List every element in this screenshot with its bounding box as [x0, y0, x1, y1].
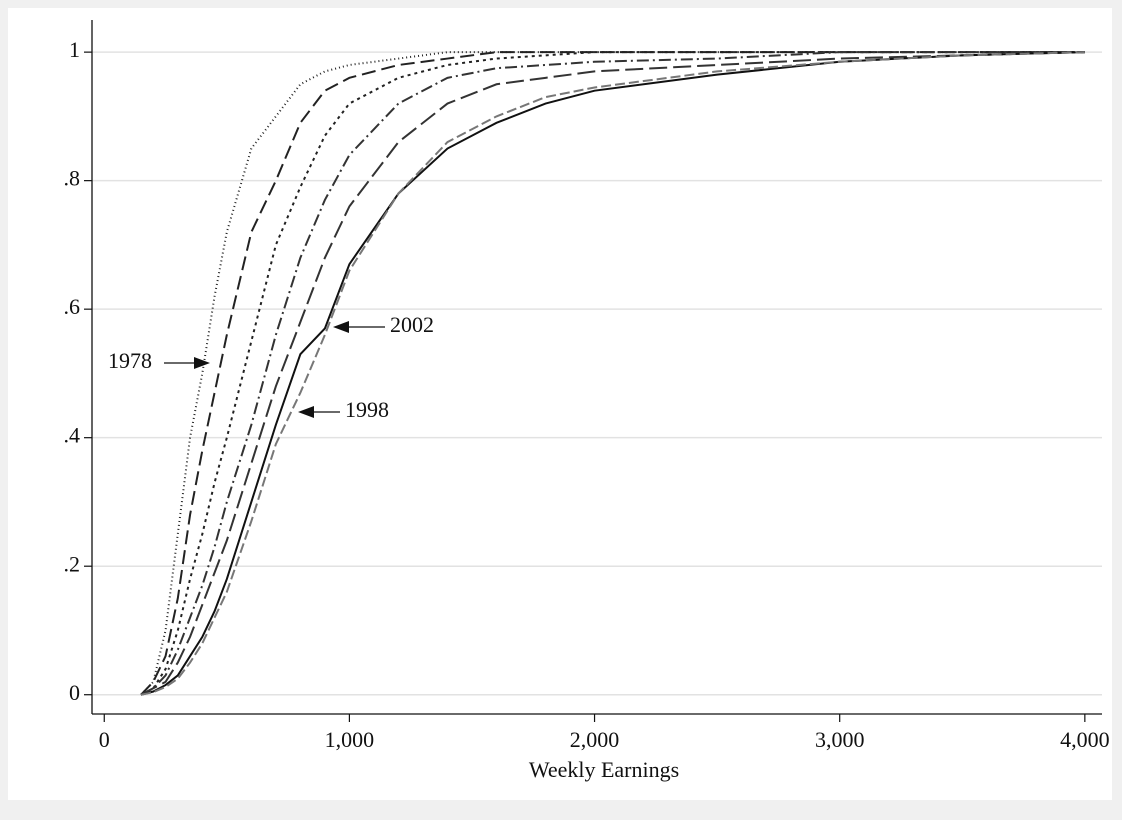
y-tick-label: .2 [64, 551, 81, 576]
cdf-line [140, 51, 1085, 696]
annotation: 2002 [390, 312, 434, 337]
x-axis-title: Weekly Earnings [529, 757, 679, 782]
y-tick-label: .8 [64, 166, 81, 191]
cdf-line [140, 51, 1085, 696]
x-tick-label: 2,000 [570, 727, 620, 752]
y-tick-label: 1 [69, 37, 80, 62]
x-tick-label: 0 [99, 727, 110, 752]
plot-background [8, 8, 1112, 800]
cdf-line [140, 51, 1085, 696]
cdf-line [140, 51, 1085, 696]
annotation: 1998 [345, 397, 389, 422]
annotation-arrow-head [194, 357, 210, 369]
annotation-arrow-head [333, 321, 349, 333]
x-tick-label: 1,000 [325, 727, 375, 752]
y-tick-label: .4 [64, 423, 81, 448]
y-tick-label: 0 [69, 680, 80, 705]
y-tick-label: .6 [64, 294, 81, 319]
cdf-line [140, 51, 1085, 696]
cdf-line [140, 51, 1085, 696]
x-tick-label: 3,000 [815, 727, 865, 752]
annotation-arrow-head [298, 406, 314, 418]
x-tick-label: 4,000 [1060, 727, 1110, 752]
annotation: 1978 [108, 348, 152, 373]
